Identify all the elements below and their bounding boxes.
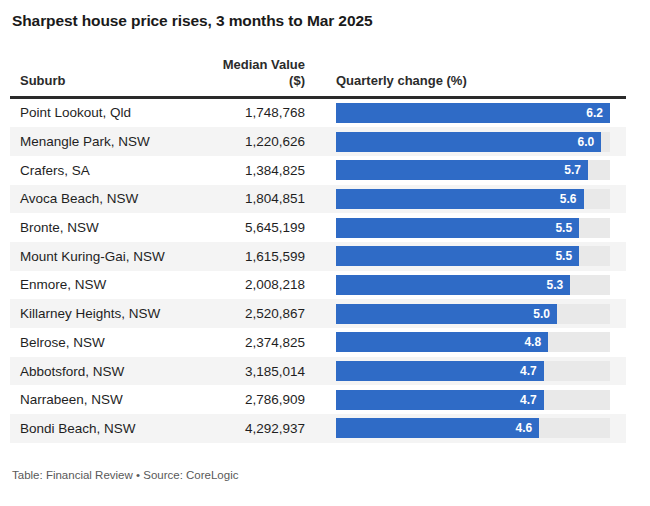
bar-track: 4.7 <box>336 361 610 381</box>
bar-track: 4.6 <box>336 418 610 438</box>
table-row: Narrabeen, NSW 2,786,909 4.7 <box>10 385 626 414</box>
table-row: Crafers, SA 1,384,825 5.7 <box>10 156 626 185</box>
column-header-change: Quarterly change (%) <box>336 73 626 89</box>
suburb-cell: Menangle Park, NSW <box>20 134 180 149</box>
bar-cell: 4.6 <box>336 418 626 438</box>
bar-cell: 5.6 <box>336 189 626 209</box>
chart-title: Sharpest house price rises, 3 months to … <box>12 12 372 30</box>
column-header-median-line2: ($) <box>180 73 305 89</box>
suburb-cell: Mount Kuring-Gai, NSW <box>20 249 180 264</box>
bar-value-label: 4.7 <box>520 393 544 407</box>
table-row: Abbotsford, NSW 3,185,014 4.7 <box>10 357 626 386</box>
bar-cell: 5.3 <box>336 275 626 295</box>
bar-track: 5.5 <box>336 246 610 266</box>
suburb-cell: Bondi Beach, NSW <box>20 421 180 436</box>
bar-value-label: 5.5 <box>555 249 579 263</box>
source-note: Table: Financial Review • Source: CoreLo… <box>12 469 238 481</box>
bar-cell: 4.8 <box>336 332 626 352</box>
median-cell: 1,804,851 <box>180 191 305 206</box>
table-row: Mount Kuring-Gai, NSW 1,615,599 5.5 <box>10 242 626 271</box>
bar: 5.5 <box>336 246 579 266</box>
bar-cell: 5.0 <box>336 304 626 324</box>
bar: 5.6 <box>336 189 584 209</box>
bar-value-label: 5.0 <box>533 307 557 321</box>
suburb-cell: Crafers, SA <box>20 163 180 178</box>
bar: 5.3 <box>336 275 570 295</box>
bar-track: 4.7 <box>336 390 610 410</box>
table-row: Avoca Beach, NSW 1,804,851 5.6 <box>10 185 626 214</box>
median-cell: 2,008,218 <box>180 277 305 292</box>
bar-track: 5.5 <box>336 218 610 238</box>
median-cell: 1,615,599 <box>180 249 305 264</box>
bar-value-label: 5.3 <box>547 278 571 292</box>
bar: 6.2 <box>336 103 610 123</box>
bar-cell: 4.7 <box>336 361 626 381</box>
median-cell: 1,220,626 <box>180 134 305 149</box>
median-cell: 3,185,014 <box>180 364 305 379</box>
bar-track: 5.7 <box>336 160 610 180</box>
table-row: Bondi Beach, NSW 4,292,937 4.6 <box>10 414 626 443</box>
column-header-suburb: Suburb <box>20 73 180 89</box>
bar: 5.7 <box>336 160 588 180</box>
median-cell: 2,520,867 <box>180 306 305 321</box>
bar-cell: 5.7 <box>336 160 626 180</box>
suburb-cell: Point Lookout, Qld <box>20 105 180 120</box>
bar-cell: 6.2 <box>336 103 626 123</box>
bar: 5.5 <box>336 218 579 238</box>
median-cell: 5,645,199 <box>180 220 305 235</box>
median-cell: 4,292,937 <box>180 421 305 436</box>
bar-value-label: 5.5 <box>555 221 579 235</box>
suburb-cell: Bronte, NSW <box>20 220 180 235</box>
median-cell: 2,374,825 <box>180 335 305 350</box>
bar: 4.8 <box>336 332 548 352</box>
table-row: Bronte, NSW 5,645,199 5.5 <box>10 213 626 242</box>
table-body: Point Lookout, Qld 1,748,768 6.2 Menangl… <box>10 99 626 443</box>
median-cell: 1,748,768 <box>180 105 305 120</box>
table-row: Belrose, NSW 2,374,825 4.8 <box>10 328 626 357</box>
column-header-median: Median Value ($) <box>180 57 305 89</box>
table-row: Menangle Park, NSW 1,220,626 6.0 <box>10 127 626 156</box>
bar-track: 5.0 <box>336 304 610 324</box>
bar-track: 4.8 <box>336 332 610 352</box>
bar-value-label: 5.6 <box>560 192 584 206</box>
bar: 4.6 <box>336 418 539 438</box>
bar-track: 5.6 <box>336 189 610 209</box>
bar-track: 6.0 <box>336 132 610 152</box>
bar-value-label: 5.7 <box>564 163 588 177</box>
bar-value-label: 6.0 <box>578 135 602 149</box>
suburb-cell: Belrose, NSW <box>20 335 180 350</box>
bar: 4.7 <box>336 361 544 381</box>
bar-value-label: 4.8 <box>524 335 548 349</box>
suburb-cell: Enmore, NSW <box>20 277 180 292</box>
table-row: Killarney Heights, NSW 2,520,867 5.0 <box>10 299 626 328</box>
median-cell: 2,786,909 <box>180 392 305 407</box>
table-row: Point Lookout, Qld 1,748,768 6.2 <box>10 99 626 128</box>
chart-page: Sharpest house price rises, 3 months to … <box>0 0 650 506</box>
suburb-cell: Killarney Heights, NSW <box>20 306 180 321</box>
price-table: Suburb Median Value ($) Quarterly change… <box>10 57 626 443</box>
table-header: Suburb Median Value ($) Quarterly change… <box>10 57 626 96</box>
bar-cell: 6.0 <box>336 132 626 152</box>
column-header-median-line1: Median Value <box>180 57 305 73</box>
bar: 6.0 <box>336 132 601 152</box>
suburb-cell: Narrabeen, NSW <box>20 392 180 407</box>
median-cell: 1,384,825 <box>180 163 305 178</box>
bar-value-label: 4.6 <box>516 421 540 435</box>
suburb-cell: Abbotsford, NSW <box>20 364 180 379</box>
bar-track: 6.2 <box>336 103 610 123</box>
bar-cell: 4.7 <box>336 390 626 410</box>
bar-track: 5.3 <box>336 275 610 295</box>
bar: 4.7 <box>336 390 544 410</box>
bar-cell: 5.5 <box>336 246 626 266</box>
suburb-cell: Avoca Beach, NSW <box>20 191 180 206</box>
bar-cell: 5.5 <box>336 218 626 238</box>
table-row: Enmore, NSW 2,008,218 5.3 <box>10 271 626 300</box>
bar-value-label: 6.2 <box>586 106 610 120</box>
bar-value-label: 4.7 <box>520 364 544 378</box>
bar: 5.0 <box>336 304 557 324</box>
